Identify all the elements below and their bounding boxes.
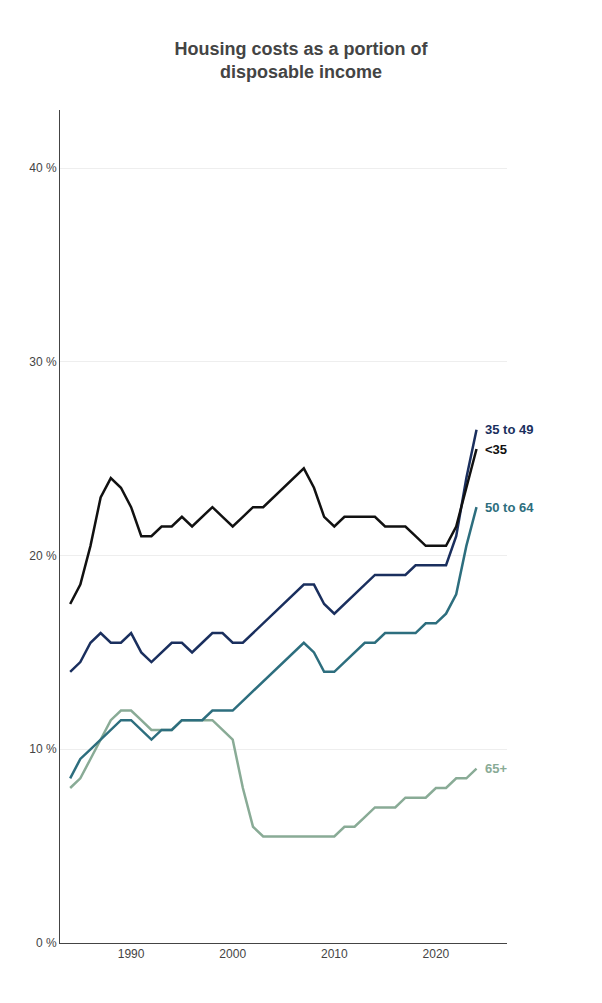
svg-text:35 to 49: 35 to 49: [485, 422, 533, 437]
svg-text:2020: 2020: [423, 947, 450, 961]
svg-text:10 %: 10 %: [29, 742, 57, 756]
svg-text:40 %: 40 %: [29, 161, 57, 175]
svg-text:1990: 1990: [118, 947, 145, 961]
svg-text:<35: <35: [485, 442, 507, 457]
svg-text:30 %: 30 %: [29, 355, 57, 369]
svg-text:65+: 65+: [485, 761, 507, 776]
svg-text:50 to 64: 50 to 64: [485, 500, 534, 515]
svg-text:2000: 2000: [219, 947, 246, 961]
svg-text:20 %: 20 %: [29, 549, 57, 563]
svg-text:Housing costs as a portion ofd: Housing costs as a portion ofdisposable …: [174, 39, 428, 82]
svg-text:2010: 2010: [321, 947, 348, 961]
svg-text:0 %: 0 %: [36, 936, 57, 950]
